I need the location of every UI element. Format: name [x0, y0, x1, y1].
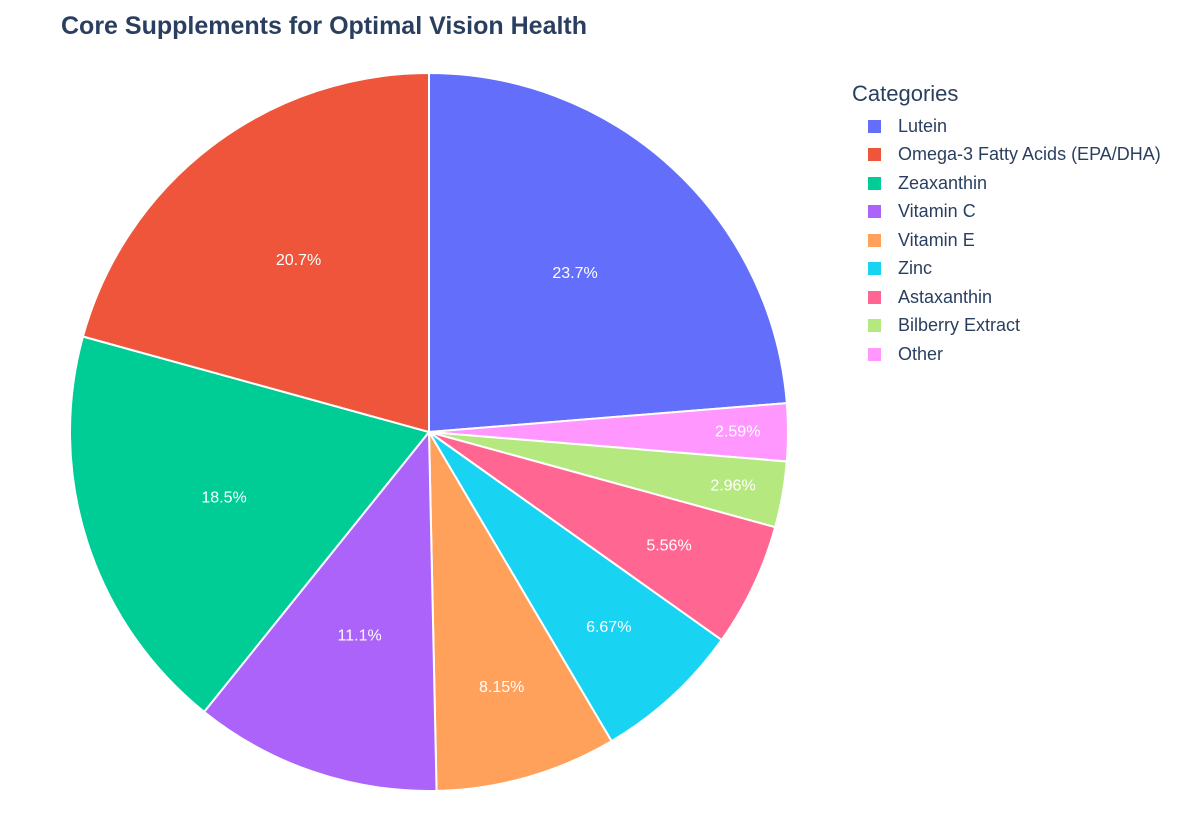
legend-label: Lutein [898, 115, 948, 136]
slice-label-vitamin-c: 11.1% [338, 627, 382, 644]
pie-slice-omega-3-fatty-acids-epa-dha[interactable] [81, 71, 430, 434]
legend-swatch [868, 176, 881, 190]
slice-label-bilberry-extract: 2.96% [710, 477, 755, 494]
legend-items: Lutein Omega-3 Fatty Acids (EPA/DHA) Zeaxa… [852, 112, 1161, 369]
pie-slice-zeaxanthin[interactable] [69, 335, 431, 714]
legend: Categories Lutein Omega-3 Fatty Acids (EP… [852, 80, 1161, 369]
legend-label: Omega-3 Fatty Acids (EPA/DHA) [898, 144, 1161, 165]
legend-label: Vitamin C [898, 201, 976, 222]
pie-slice-vitamin-c[interactable] [202, 429, 438, 792]
legend-title: Categories [852, 81, 959, 106]
legend-swatch [868, 205, 881, 219]
legend-item-omega-3-fatty-acids-epa-dha[interactable]: Omega-3 Fatty Acids (EPA/DHA) [852, 141, 1161, 170]
legend-item-zeaxanthin[interactable]: Zeaxanthin [852, 169, 1161, 198]
legend-swatch [868, 233, 881, 247]
legend-label: Vitamin E [898, 229, 975, 250]
legend-label: Astaxanthin [898, 286, 993, 307]
slice-label-omega-3-fatty-acids-epa-dha: 20.7% [276, 252, 321, 269]
legend-swatch [868, 148, 881, 162]
pie-slice-lutein[interactable] [428, 71, 788, 434]
legend-item-vitamin-c[interactable]: Vitamin C [852, 198, 1161, 227]
legend-item-vitamin-e[interactable]: Vitamin E [852, 226, 1161, 255]
pie-slice-vitamin-e[interactable] [427, 428, 613, 792]
legend-item-zinc[interactable]: Zinc [852, 255, 1161, 284]
legend-swatch [868, 262, 881, 276]
pie-slice-zinc[interactable] [428, 431, 724, 743]
pie-slice-labels: 23.7% 2.59% 2.96% 5.56% 6.67% 8.15% 11.1% 18.5%… [201, 252, 760, 696]
legend-label: Bilberry Extract [898, 315, 1021, 336]
legend-item-bilberry-extract[interactable]: Bilberry Extract [852, 312, 1161, 341]
slice-label-vitamin-e: 8.15% [479, 679, 524, 696]
legend-swatch [868, 347, 881, 361]
legend-swatch [868, 290, 881, 304]
legend-swatch [868, 119, 881, 133]
chart-title: Core Supplements for Optimal Vision Heal… [61, 12, 588, 40]
legend-label: Zinc [898, 258, 933, 279]
pie-slices [69, 71, 789, 792]
slice-label-astaxanthin: 5.56% [646, 537, 691, 554]
legend-label: Other [898, 343, 944, 364]
slice-label-zeaxanthin: 18.5% [201, 490, 246, 507]
legend-item-lutein[interactable]: Lutein [852, 112, 1161, 141]
legend-label: Zeaxanthin [898, 172, 988, 193]
slice-label-zinc: 6.67% [586, 619, 631, 636]
legend-item-other[interactable]: Other [852, 340, 1161, 369]
slice-label-other: 2.59% [715, 424, 760, 441]
legend-swatch [868, 319, 881, 333]
legend-item-astaxanthin[interactable]: Astaxanthin [852, 283, 1161, 312]
slice-label-lutein: 23.7% [552, 265, 597, 282]
